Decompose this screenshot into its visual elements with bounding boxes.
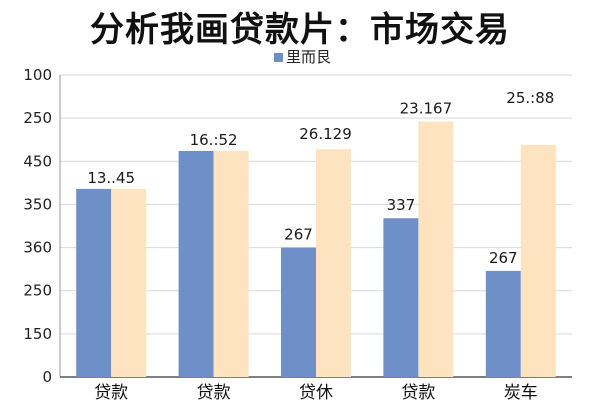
data-label: 267 [284,226,313,244]
y-tick-label: 450 [23,152,52,170]
y-tick-label: 250 [23,109,52,127]
y-tick-label: 350 [23,195,52,213]
x-tick-label: 炭车 [504,383,538,400]
data-label: 25.:88 [506,89,554,107]
legend-label: 里而艮 [286,48,331,66]
x-tick-label: 贷款 [94,383,128,400]
y-tick-label: 360 [23,239,52,257]
bar [520,144,556,377]
y-tick-label: 150 [23,325,52,343]
bar [213,150,249,377]
data-label: 13..45 [87,169,135,187]
bar [111,188,147,377]
bar [418,121,454,377]
data-label: 26.129 [299,125,352,143]
data-label: 267 [489,249,518,267]
bar [178,150,214,377]
data-label: 337 [387,196,416,214]
legend-swatch [274,53,283,62]
data-label: 16.:52 [190,131,238,149]
y-tick-label: 0 [42,368,52,386]
x-tick-label: 贷款 [401,383,435,400]
bar [316,149,351,377]
bar [485,270,521,377]
chart-title: 分析我画贷款片：市场交易 [90,10,510,50]
x-tick-label: 贷休 [299,383,333,400]
x-tick-label: 贷款 [197,383,231,400]
y-tick-label: 100 [23,66,52,84]
data-label: 23.167 [400,100,453,118]
bar [281,247,316,377]
bar [76,188,112,377]
bar [383,218,419,377]
y-tick-label: 250 [23,282,52,300]
